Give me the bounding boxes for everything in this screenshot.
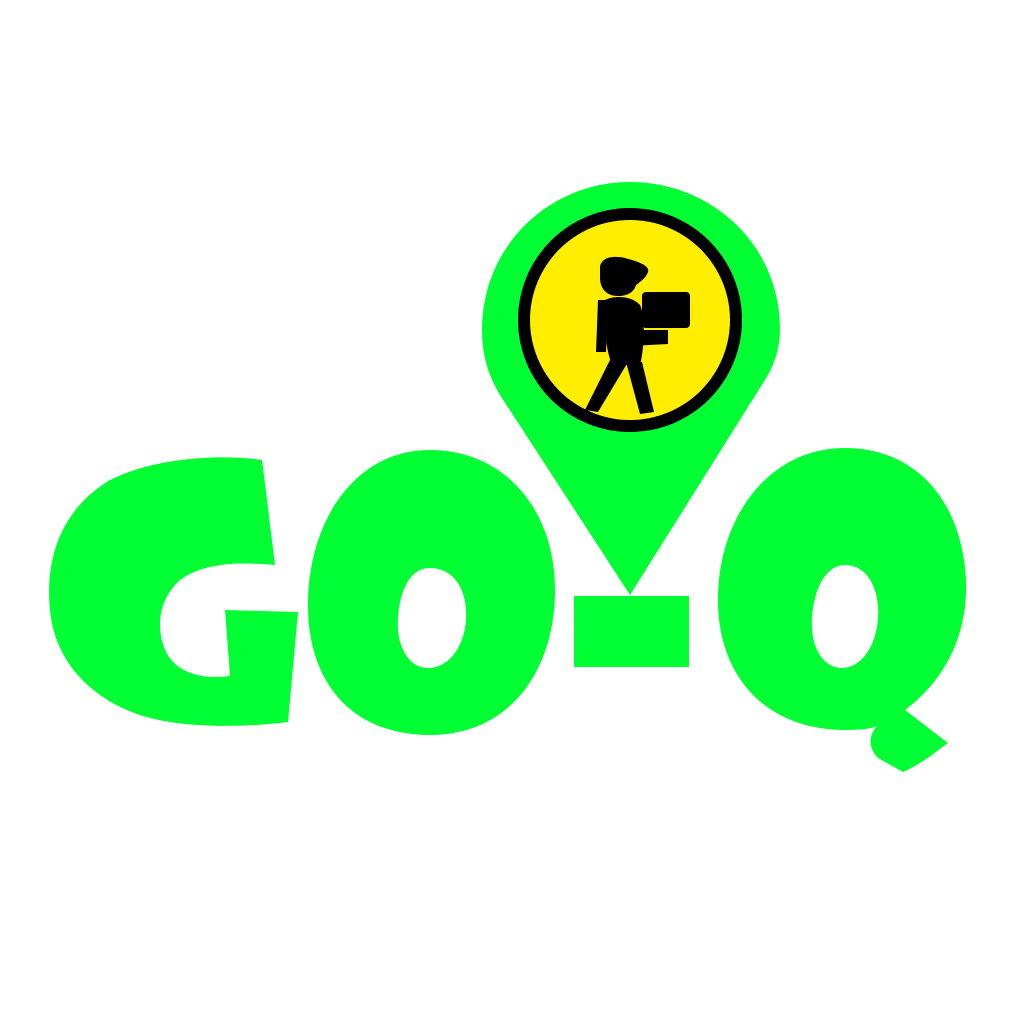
letter-o [307, 450, 555, 735]
hyphen [574, 596, 689, 667]
letter-g [49, 457, 298, 726]
letter-q [717, 448, 967, 772]
delivery-person-icon [585, 256, 690, 414]
